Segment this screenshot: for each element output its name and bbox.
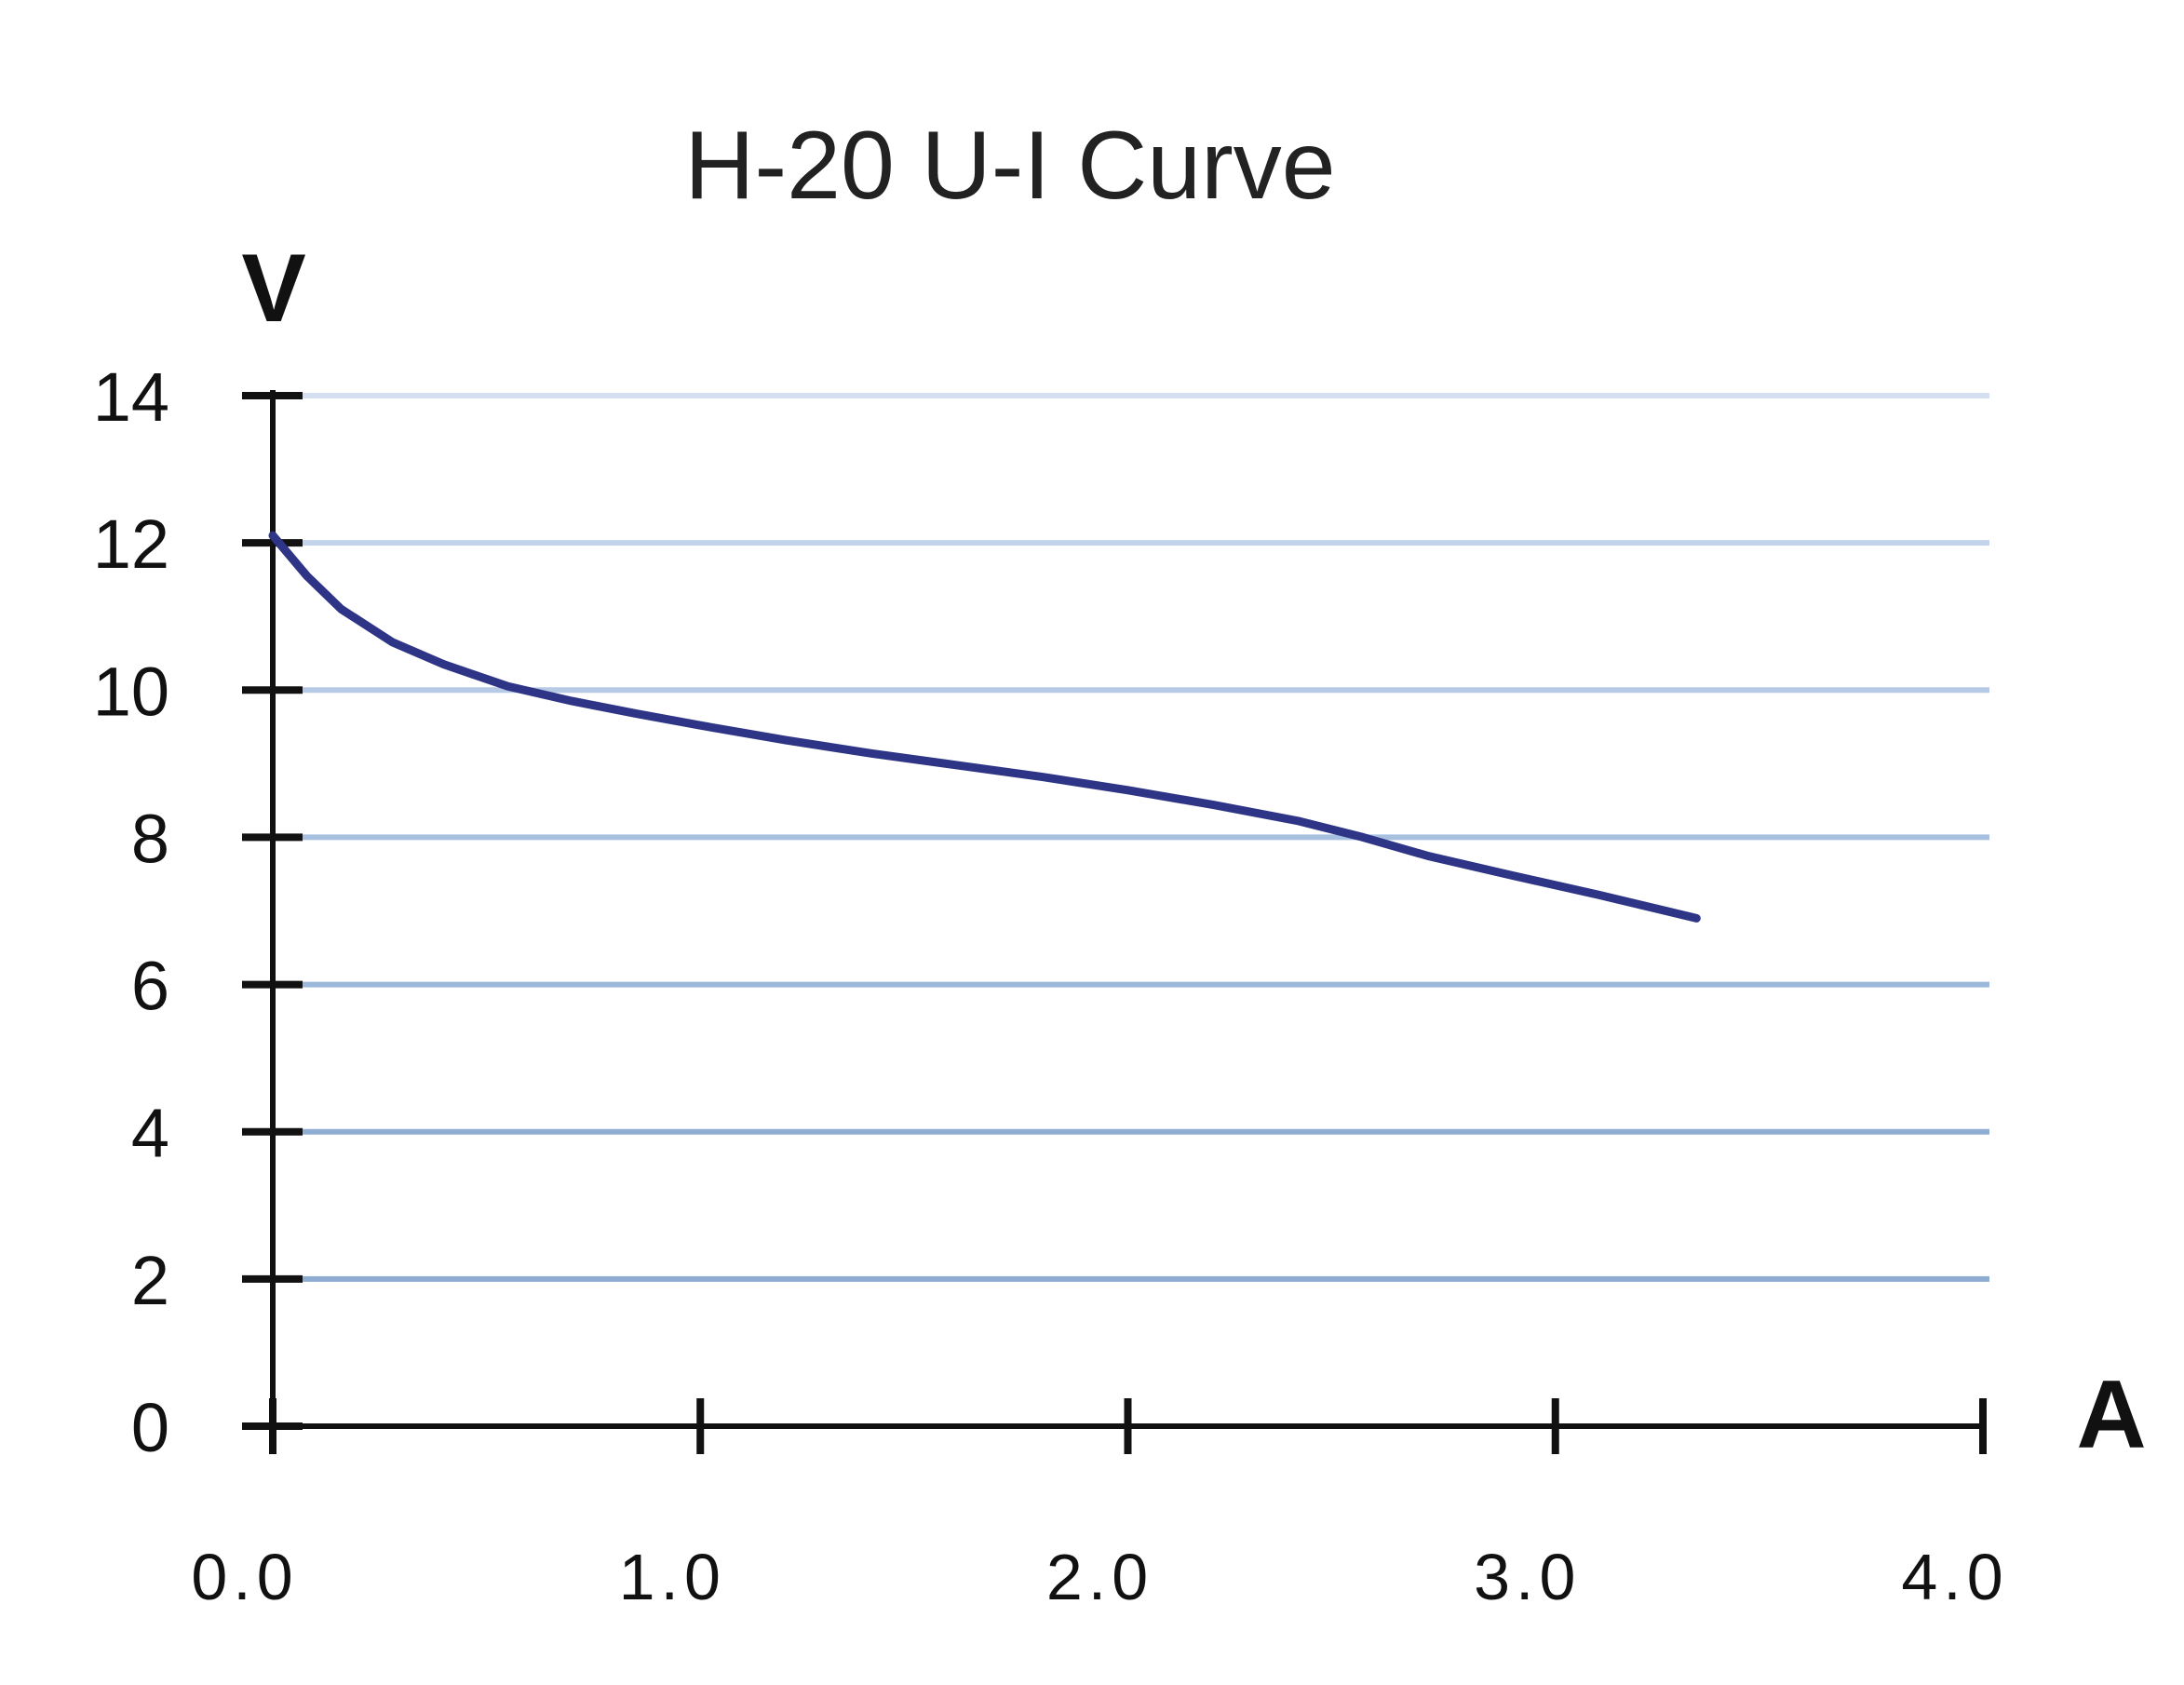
tick-labels: 0 2 4 6 8 10 12 14 0.0 1.0 2.0 3.0 4.0 [93,358,2008,1613]
x-tick-label: 1.0 [619,1541,726,1613]
data-point [1598,894,1599,896]
data-point [870,752,872,754]
data-point [507,685,509,687]
data-point [306,575,308,577]
data-point [956,764,958,766]
data-point [1127,789,1129,791]
y-axis-label: V [241,235,305,343]
y-tick-label: 4 [131,1095,169,1172]
y-tick-label: 6 [131,948,169,1025]
y-tick-label: 10 [93,653,169,730]
series-layer [268,531,1701,923]
series-line-0 [268,531,1701,923]
x-axis-label: A [2076,1361,2146,1469]
data-point [443,664,445,666]
data-point [571,700,573,702]
x-tick-label: 0.0 [191,1541,298,1613]
data-point [1212,804,1214,806]
data-point [1695,917,1697,919]
data-point [635,713,637,715]
data-point [340,608,342,610]
y-tick-label: 12 [93,506,169,583]
data-point [1426,855,1428,856]
x-tick-label: 2.0 [1046,1541,1153,1613]
y-tick-label: 2 [131,1242,169,1319]
data-point [1512,875,1514,877]
y-tick-label: 0 [131,1389,169,1466]
data-point [1362,836,1364,838]
y-tick-label: 14 [93,358,169,436]
data-point [272,534,274,536]
x-tick-label: 4.0 [1901,1541,2008,1613]
data-point [392,641,394,643]
gridlines [279,393,1989,1282]
chart-title: H-20 U-I Curve [684,112,1335,220]
data-point [1042,776,1044,778]
axes [242,390,1987,1454]
data-point [1298,820,1300,822]
x-tick-label: 3.0 [1474,1541,1581,1613]
data-point [699,724,701,726]
y-tick-label: 8 [131,800,169,877]
data-point [785,739,787,741]
